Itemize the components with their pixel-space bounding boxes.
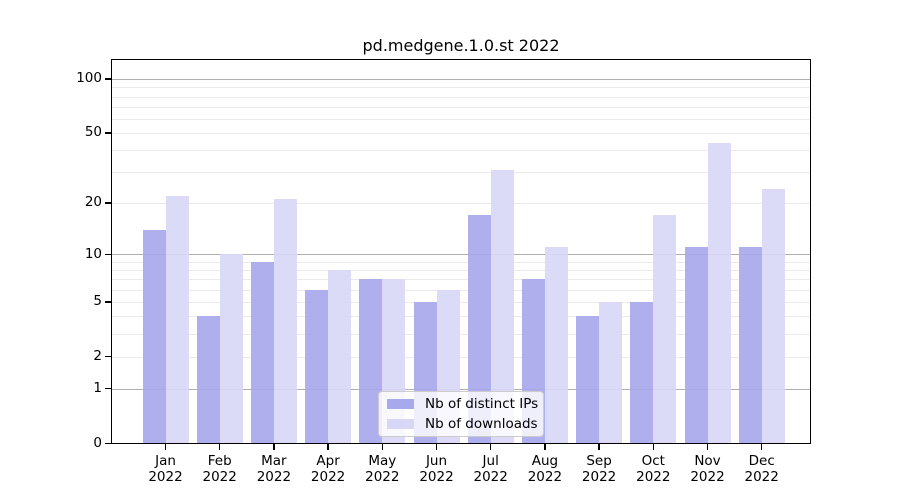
bar-mar-distinct-ips (250, 261, 274, 443)
y-tick-20 (105, 202, 111, 204)
y-tick-label-20: 20 (84, 194, 102, 211)
y-tick-5 (105, 301, 111, 303)
gridline-3 (112, 334, 810, 335)
chart-title: pd.medgene.1.0.st 2022 (362, 36, 560, 55)
x-tick-label-nov: Nov 2022 (690, 453, 725, 485)
y-tick-label-50: 50 (84, 124, 102, 141)
x-tick-label-jan: Jan 2022 (148, 453, 183, 485)
x-tick-sep (598, 443, 600, 450)
x-tick-jan (164, 443, 167, 450)
x-tick-label-may: May 2022 (365, 453, 400, 485)
y-tick-100 (105, 78, 111, 80)
x-tick-label-feb: Feb 2022 (202, 453, 237, 485)
gridline-8 (112, 270, 810, 271)
y-tick-2 (105, 356, 111, 358)
y-tick-10 (105, 253, 111, 255)
x-tick-label-oct: Oct 2022 (636, 453, 671, 485)
y-tick-label-5: 5 (93, 293, 102, 310)
x-tick-aug (544, 443, 546, 450)
bar-oct-downloads (653, 215, 677, 443)
x-tick-label-jul: Jul 2022 (473, 453, 508, 485)
y-tick-label-0: 0 (93, 434, 102, 451)
x-tick-may (381, 443, 383, 450)
y-tick-label-10: 10 (84, 245, 102, 262)
gridline-7 (112, 279, 810, 281)
bar-aug-downloads (544, 247, 568, 443)
x-tick-label-dec: Dec 2022 (744, 453, 779, 485)
bar-sep-downloads (599, 302, 623, 443)
legend-swatch-downloads (387, 419, 414, 429)
x-tick-label-mar: Mar 2022 (256, 453, 292, 485)
gridline-40 (112, 150, 810, 152)
bar-apr-downloads (328, 270, 352, 443)
legend-item-distinct-ips: Nb of distinct IPs (387, 396, 539, 412)
y-tick-label-100: 100 (76, 70, 102, 87)
gridline-80 (112, 96, 810, 98)
bar-apr-distinct-ips (305, 289, 329, 443)
legend-label-downloads: Nb of downloads (425, 416, 538, 432)
gridline-50 (112, 133, 810, 135)
x-tick-label-jun: Jun 2022 (419, 453, 454, 485)
y-tick-label-2: 2 (93, 348, 102, 365)
x-tick-feb (219, 443, 221, 450)
bar-jul-distinct-ips (467, 215, 491, 443)
x-tick-label-aug: Aug 2022 (527, 453, 563, 485)
gridline-9 (112, 261, 810, 263)
gridline-30 (112, 172, 810, 174)
bar-feb-distinct-ips (196, 316, 220, 443)
gridline-major-100 (112, 79, 810, 81)
x-tick-jul (490, 443, 492, 450)
x-tick-mar (273, 443, 275, 450)
bar-mar-downloads (273, 199, 297, 443)
legend-item-downloads: Nb of downloads (387, 416, 538, 432)
gridline-20 (112, 203, 810, 205)
legend-label-distinct-ips: Nb of distinct IPs (425, 396, 539, 412)
y-tick-1 (105, 388, 111, 390)
gridline-70 (112, 106, 810, 108)
bar-oct-distinct-ips (630, 302, 654, 443)
gridline-90 (112, 87, 810, 89)
bar-jan-distinct-ips (142, 229, 166, 443)
y-tick-0 (105, 442, 111, 445)
x-tick-dec (761, 443, 763, 450)
bar-nov-distinct-ips (684, 247, 708, 443)
bar-dec-distinct-ips (738, 247, 762, 443)
gridline-major-1 (112, 388, 810, 390)
x-tick-oct (652, 443, 654, 450)
bar-nov-downloads (707, 142, 731, 443)
bar-jan-downloads (165, 195, 189, 443)
x-tick-label-sep: Sep 2022 (581, 453, 617, 485)
y-tick-label-1: 1 (93, 380, 102, 397)
gridline-major-10 (112, 254, 810, 256)
bar-feb-downloads (219, 254, 243, 443)
gridline-2 (112, 356, 810, 358)
gridline-60 (112, 118, 810, 120)
x-tick-nov (706, 443, 709, 450)
x-tick-apr (327, 443, 329, 450)
legend: Nb of distinct IPs Nb of downloads (378, 391, 544, 437)
bar-jul-downloads (490, 169, 514, 443)
gridline-6 (112, 289, 810, 291)
x-tick-label-apr: Apr 2022 (310, 453, 346, 485)
legend-swatch-distinct-ips (387, 399, 414, 409)
gridline-5 (112, 302, 810, 303)
bar-may-distinct-ips (359, 279, 383, 443)
bar-dec-downloads (761, 189, 785, 443)
plot-area (112, 60, 810, 443)
gridline-4 (112, 316, 810, 318)
bar-sep-distinct-ips (576, 316, 600, 443)
x-tick-jun (435, 443, 438, 450)
y-tick-50 (105, 132, 111, 134)
